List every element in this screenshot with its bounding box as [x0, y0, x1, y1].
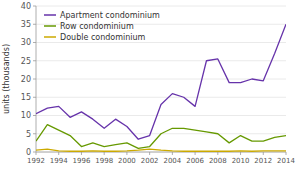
grid-line	[36, 97, 286, 98]
y-tick-label: 10	[21, 111, 31, 120]
x-tick-label: 2010	[232, 157, 250, 165]
grid-line	[36, 79, 286, 80]
y-tick	[33, 42, 36, 43]
series-line	[36, 125, 286, 149]
y-tick-label: 5	[26, 130, 31, 139]
y-tick	[33, 79, 36, 80]
y-tick	[33, 24, 36, 25]
y-tick	[33, 60, 36, 61]
plot-area	[36, 24, 286, 151]
x-tick	[263, 152, 264, 155]
x-tick	[36, 152, 37, 155]
y-tick	[33, 133, 36, 134]
legend: Apartment condominium Row condominium Doub…	[44, 11, 160, 42]
grid-line	[36, 60, 286, 61]
y-tick	[33, 115, 36, 116]
legend-label: Apartment condominium	[60, 11, 160, 20]
x-tick-label: 2000	[118, 157, 136, 165]
legend-label: Double condominium	[60, 33, 146, 42]
y-tick	[33, 97, 36, 98]
chart: 0 5 10 15 20 25 30 35 40 1992 1994 1996 1998 2000 2002…	[0, 0, 296, 170]
y-tick-label: 25	[21, 57, 31, 66]
y-tick	[33, 6, 36, 7]
x-tick	[195, 152, 196, 155]
x-tick	[149, 152, 150, 155]
y-axis	[36, 6, 37, 152]
x-tick-label: 1994	[50, 157, 68, 165]
x-tick-label: 1998	[95, 157, 113, 165]
x-tick-label: 1992	[27, 157, 45, 165]
x-tick	[172, 152, 173, 155]
x-tick-label: 2006	[186, 157, 204, 165]
y-tick-label: 30	[21, 38, 31, 47]
y-axis-label: units (thousands)	[2, 44, 11, 114]
y-tick-label: 0	[26, 148, 31, 157]
y-tick-label: 40	[21, 2, 31, 11]
legend-swatch	[44, 36, 56, 38]
x-tick-label: 2012	[254, 157, 272, 165]
x-tick	[58, 152, 59, 155]
series-line	[36, 149, 286, 151]
x-tick	[240, 152, 241, 155]
x-tick-label: 2008	[209, 157, 227, 165]
legend-swatch	[44, 25, 56, 27]
grid-line	[36, 6, 286, 7]
x-tick-label: 2014	[277, 157, 295, 165]
x-tick	[81, 152, 82, 155]
grid-line	[36, 42, 286, 43]
x-tick	[126, 152, 127, 155]
y-tick-label: 35	[21, 20, 31, 29]
x-tick-label: 2002	[141, 157, 159, 165]
y-tick-label: 15	[21, 93, 31, 102]
legend-swatch	[44, 14, 56, 16]
x-tick	[286, 152, 287, 155]
y-tick	[33, 152, 36, 153]
x-tick-label: 1996	[73, 157, 91, 165]
y-tick-label: 20	[21, 75, 31, 84]
x-tick	[104, 152, 105, 155]
series-line	[36, 24, 286, 139]
x-tick-label: 2004	[163, 157, 181, 165]
x-tick	[217, 152, 218, 155]
legend-label: Row condominium	[60, 22, 134, 31]
